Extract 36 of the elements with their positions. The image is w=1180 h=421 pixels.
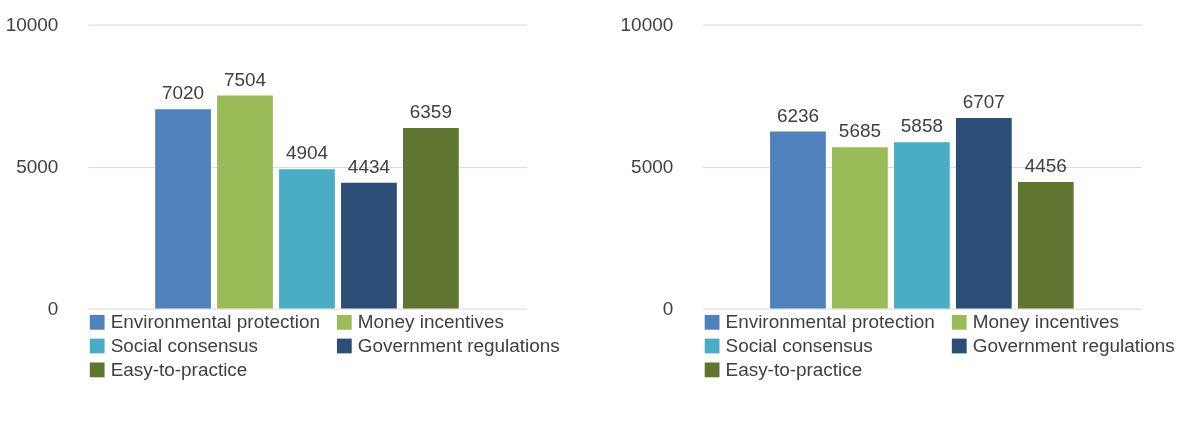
data-label: 6359 xyxy=(409,101,452,123)
bar xyxy=(279,169,335,309)
data-label: 5858 xyxy=(900,115,943,137)
data-label: 4456 xyxy=(1024,155,1067,177)
bar xyxy=(893,142,950,309)
legend-label: Government regulations xyxy=(972,334,1175,356)
y-tick-label: 0 xyxy=(47,298,59,320)
bar xyxy=(341,182,397,309)
data-label: 6707 xyxy=(962,91,1005,113)
legend-label: Social consensus xyxy=(110,334,258,356)
bar xyxy=(1017,182,1074,309)
legend-label: Money incentives xyxy=(972,311,1119,333)
bar xyxy=(402,127,459,309)
bar xyxy=(155,109,211,309)
legend-label: Easy-to-practice xyxy=(110,358,248,380)
y-tick-label: 10000 xyxy=(5,14,59,36)
data-label: 7020 xyxy=(161,82,205,104)
y-tick-label: 10000 xyxy=(620,14,674,36)
legend-label: Easy-to-practice xyxy=(725,358,863,380)
legend-label: Environmental protection xyxy=(725,311,935,333)
y-tick-label: 5000 xyxy=(16,156,59,178)
bar xyxy=(832,147,888,309)
legend-label: Environmental protection xyxy=(110,311,320,333)
data-label: 4904 xyxy=(285,142,329,164)
data-label: 4434 xyxy=(347,155,390,177)
bar xyxy=(955,118,1012,309)
y-tick-label: 0 xyxy=(662,298,674,320)
data-label: 7504 xyxy=(223,68,267,90)
bar xyxy=(770,131,826,309)
y-tick-label: 5000 xyxy=(631,156,674,178)
legend-label: Social consensus xyxy=(725,334,873,356)
data-label: 5685 xyxy=(838,120,881,142)
data-label: 6236 xyxy=(776,104,820,126)
legend-label: Government regulations xyxy=(357,334,560,356)
bar xyxy=(217,95,273,309)
legend-label: Money incentives xyxy=(357,311,504,333)
